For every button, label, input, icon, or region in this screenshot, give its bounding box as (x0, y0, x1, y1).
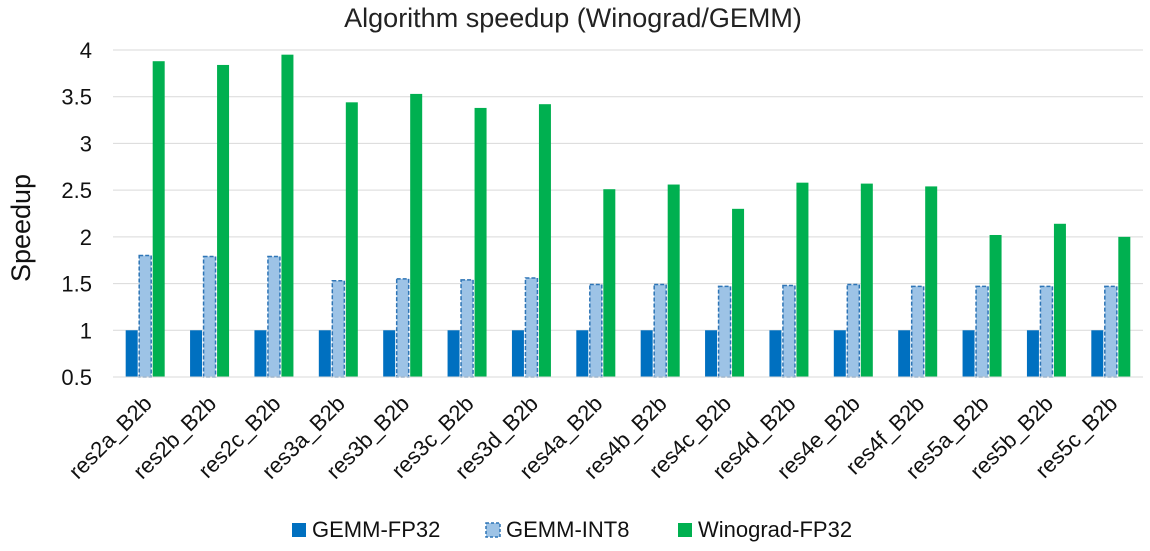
bar-gemm-int8-res3b-b2b (395, 278, 410, 378)
bar-gemm-fp32-res5b-b2b (1026, 330, 1039, 377)
bar-gemm-fp32-res3c-b2b (447, 330, 460, 377)
bar-gemm-fp32-res4d-b2b (769, 330, 782, 377)
bar-winograd-fp32-res4b-b2b (667, 184, 680, 377)
bar-winograd-fp32-res4f-b2b (925, 186, 938, 377)
bar-gemm-fp32-res2a-b2b (125, 330, 138, 377)
bar-gemm-fp32-res2b-b2b (190, 330, 203, 377)
bars (125, 54, 1131, 378)
bar-winograd-fp32-res3d-b2b (538, 104, 551, 377)
bar-gemm-fp32-res4a-b2b (576, 330, 589, 377)
y-tick-label: 4 (80, 38, 92, 63)
bar-gemm-fp32-res3a-b2b (318, 330, 331, 377)
bar-gemm-int8-res5b-b2b (1039, 285, 1054, 378)
bar-gemm-int8-res2a-b2b (138, 254, 152, 378)
bar-winograd-fp32-res2a-b2b (152, 61, 165, 378)
legend: GEMM-FP32 GEMM-INT8 Winograd-FP32 (292, 517, 852, 542)
bar-gemm-int8-res4e-b2b (846, 283, 861, 378)
bar-gemm-fp32-res3d-b2b (511, 330, 524, 377)
bar-gemm-fp32-res5a-b2b (962, 330, 975, 377)
legend-swatch-gemm-fp32 (292, 523, 306, 537)
bar-winograd-fp32-res2c-b2b (281, 54, 294, 378)
bar-winograd-fp32-res4a-b2b (603, 189, 616, 377)
legend-label-gemm-int8: GEMM-INT8 (506, 517, 629, 542)
y-tick-label: 1 (80, 318, 92, 343)
legend-label-winograd-fp32: Winograd-FP32 (698, 517, 852, 542)
bar-gemm-int8-res3d-b2b (524, 277, 539, 378)
x-axis-ticks: res2a_B2bres2b_B2bres2c_B2bres3a_B2bres3… (64, 391, 1123, 484)
bar-winograd-fp32-res3c-b2b (474, 107, 487, 377)
bar-gemm-int8-res5c-b2b (1104, 285, 1118, 378)
bar-winograd-fp32-res5a-b2b (989, 234, 1002, 377)
bar-gemm-fp32-res4b-b2b (640, 330, 653, 377)
y-axis-label: Speedup (6, 174, 36, 282)
bar-gemm-int8-res2b-b2b (202, 255, 217, 378)
bar-winograd-fp32-res3b-b2b (410, 93, 423, 377)
y-tick-label: 2.5 (61, 178, 92, 203)
legend-label-gemm-fp32: GEMM-FP32 (312, 517, 440, 542)
bar-gemm-fp32-res4f-b2b (898, 330, 911, 377)
bar-gemm-fp32-res4e-b2b (833, 330, 846, 377)
y-tick-label: 0.5 (61, 365, 92, 390)
bar-winograd-fp32-res4d-b2b (796, 182, 809, 377)
bar-gemm-int8-res3c-b2b (460, 279, 474, 378)
bar-winograd-fp32-res4c-b2b (732, 208, 745, 377)
y-tick-label: 3 (80, 131, 92, 156)
chart-title: Algorithm speedup (Winograd/GEMM) (344, 3, 802, 33)
legend-swatch-winograd-fp32 (678, 523, 692, 537)
bar-winograd-fp32-res2b-b2b (217, 64, 230, 377)
bar-gemm-fp32-res2c-b2b (254, 330, 267, 377)
y-tick-label: 1.5 (61, 272, 92, 297)
bar-winograd-fp32-res4e-b2b (860, 183, 873, 377)
bar-gemm-int8-res4a-b2b (589, 283, 603, 378)
bar-gemm-fp32-res5c-b2b (1091, 330, 1104, 377)
bar-gemm-int8-res5a-b2b (975, 285, 989, 378)
bar-gemm-int8-res2c-b2b (267, 255, 281, 378)
bar-gemm-int8-res4f-b2b (910, 285, 925, 378)
bar-gemm-int8-res4b-b2b (653, 283, 667, 378)
legend-swatch-gemm-int8 (485, 522, 501, 538)
bar-gemm-fp32-res3b-b2b (383, 330, 396, 377)
bar-gemm-int8-res4d-b2b (782, 284, 796, 378)
y-axis-ticks: 0.5 1 1.5 2 2.5 3 3.5 4 (61, 38, 92, 390)
bar-winograd-fp32-res5b-b2b (1053, 223, 1066, 377)
bar-gemm-int8-res3a-b2b (331, 280, 346, 378)
y-tick-label: 3.5 (61, 85, 92, 110)
y-tick-label: 2 (80, 225, 92, 250)
bar-gemm-int8-res4c-b2b (717, 285, 732, 378)
bar-winograd-fp32-res3a-b2b (345, 102, 358, 377)
bar-winograd-fp32-res5c-b2b (1118, 236, 1131, 377)
bar-gemm-fp32-res4c-b2b (705, 330, 718, 377)
